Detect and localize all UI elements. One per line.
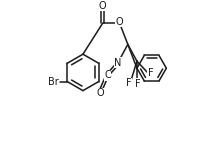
Text: O: O [116,17,123,27]
Text: O: O [97,88,104,98]
Text: F: F [135,79,141,89]
Text: F: F [148,68,153,78]
Text: O: O [99,1,106,11]
Text: F: F [126,78,132,88]
Text: Br: Br [48,77,59,87]
Text: C: C [104,70,111,80]
Text: N: N [114,58,122,68]
